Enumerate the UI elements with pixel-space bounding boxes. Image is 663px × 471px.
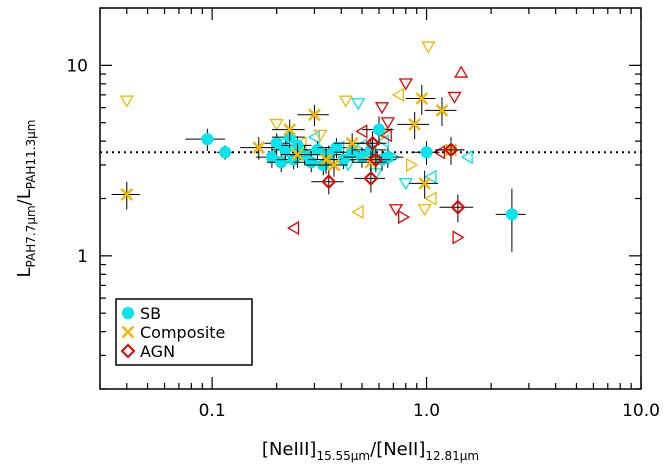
data-point: [505, 208, 518, 221]
x-stroke: [435, 104, 449, 117]
data-point: [321, 174, 337, 190]
legend-box: [115, 298, 253, 366]
x-stroke: [327, 158, 341, 172]
data-point: [252, 141, 266, 154]
x-tick-label: 1.0: [413, 401, 440, 421]
x-stroke: [121, 325, 135, 339]
y-tick-label: 10: [66, 56, 88, 76]
limit-marker: [355, 124, 368, 139]
limit-marker: [397, 209, 411, 225]
legend-marker-sb: [122, 307, 134, 319]
limit-marker: [447, 91, 462, 104]
legend-marker-agn: [120, 343, 136, 359]
legend-label-composite: Composite: [140, 323, 225, 342]
data-point: [435, 104, 449, 117]
limit-marker: [307, 129, 320, 145]
data-point: [279, 143, 292, 156]
axes: 0.1 1.0 10.0 1 10 [NeIII]15.55μm/[NeII]12.81μ…: [14, 7, 660, 463]
x-tick-label: 10.0: [622, 401, 660, 421]
limit-marker: [405, 157, 419, 173]
limit-marker: [398, 177, 413, 191]
data-point: [201, 133, 214, 146]
data-point: [330, 141, 343, 154]
limit-marker: [379, 128, 392, 143]
limit-marker: [351, 204, 364, 220]
series-sb: [185, 116, 526, 252]
data-point: [365, 135, 380, 151]
limit-marker: [417, 204, 432, 217]
x-stroke: [291, 148, 304, 161]
data-point: [420, 146, 433, 159]
data-point: [368, 152, 384, 168]
limit-marker: [421, 41, 436, 54]
limit-marker: [376, 134, 389, 149]
limit-marker: [460, 149, 473, 165]
limit-marker: [338, 95, 353, 108]
limit-marker: [313, 129, 328, 142]
legend-marker-composite: [121, 325, 135, 339]
series-agn: [311, 131, 474, 223]
x-stroke: [418, 177, 432, 190]
limit-marker: [374, 102, 390, 115]
y-tick-label: 1: [77, 247, 88, 267]
y-axis-label-group: LPAH7.7μm/LPAH11.3μm: [14, 120, 38, 278]
data-point: [450, 199, 466, 215]
data-point: [363, 170, 379, 186]
data-point: [120, 188, 134, 201]
x-axis-label: [NeIII]15.55μm/[NeII]12.81μm: [262, 439, 479, 463]
data-point: [418, 177, 432, 190]
limit-marker: [269, 118, 284, 132]
limit-marker: [454, 65, 469, 78]
limit-marker: [424, 191, 437, 206]
data-point: [327, 158, 341, 172]
legend-label-sb: SB: [140, 304, 161, 323]
data-point: [381, 151, 394, 164]
data-point: [443, 142, 459, 158]
limit-marker: [398, 78, 413, 91]
limit-marker: [286, 220, 300, 236]
x-stroke: [415, 92, 429, 105]
x-tick-label: 0.1: [199, 401, 226, 421]
data-point: [270, 137, 283, 150]
limit-marker: [119, 95, 134, 108]
plot-area: [100, 41, 641, 252]
x-stroke: [308, 108, 321, 122]
data-point: [345, 136, 359, 150]
data-point: [372, 123, 385, 136]
legend-label-agn: AGN: [140, 342, 175, 361]
limit-marker: [432, 145, 446, 160]
data-point: [219, 146, 232, 159]
x-stroke: [364, 155, 378, 169]
data-point: [283, 123, 297, 136]
x-stroke: [345, 136, 359, 150]
x-stroke: [319, 153, 333, 166]
limit-series: [286, 65, 469, 245]
x-stroke: [283, 123, 297, 136]
limit-marker: [424, 169, 437, 184]
limit-marker: [388, 204, 404, 217]
data-point: [364, 155, 378, 169]
data-point: [291, 148, 304, 161]
data-point: [415, 92, 429, 105]
limit-marker: [391, 87, 404, 102]
data-point: [319, 153, 333, 166]
data-point: [308, 108, 321, 122]
limit-marker: [452, 230, 465, 245]
x-stroke: [120, 188, 134, 201]
limit-marker: [351, 98, 366, 111]
y-axis-label: LPAH7.7μm/LPAH11.3μm: [14, 120, 38, 278]
series-composite: [111, 84, 465, 210]
x-stroke: [408, 117, 422, 131]
data-point: [305, 156, 318, 169]
data-point: [408, 117, 422, 131]
x-stroke: [252, 141, 266, 154]
limit-marker: [380, 117, 396, 130]
